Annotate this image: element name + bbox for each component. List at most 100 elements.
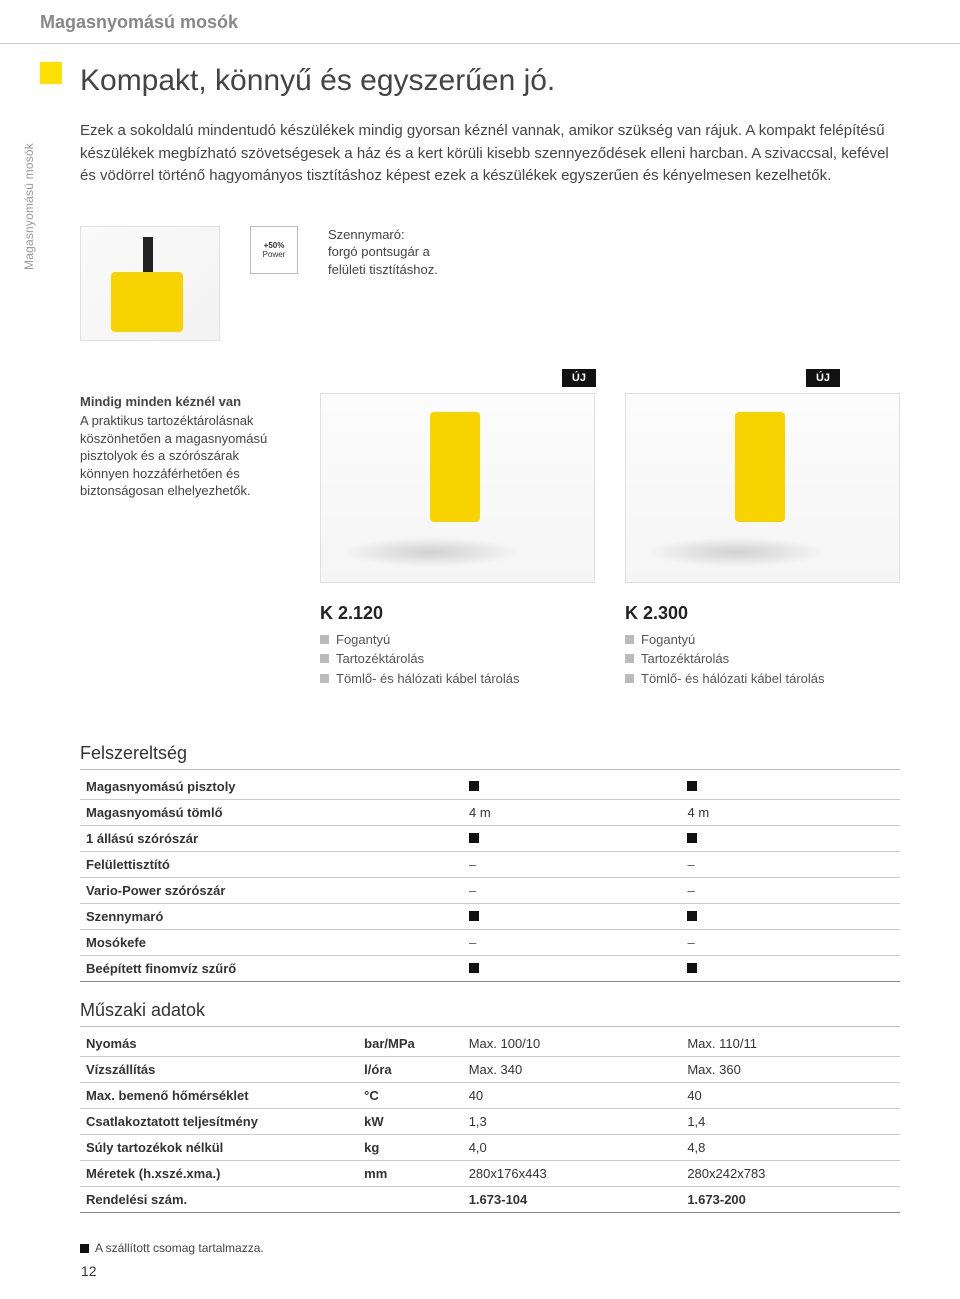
techdata-title: Műszaki adatok bbox=[80, 1000, 900, 1027]
spec-value-2: – bbox=[681, 852, 900, 878]
spec-value-1: 1,3 bbox=[463, 1109, 682, 1135]
table-row: Szennymaró bbox=[80, 904, 900, 930]
spec-unit bbox=[359, 800, 463, 826]
feature-bullets: Fogantyú Tartozéktárolás Tömlő- és hálóz… bbox=[625, 630, 900, 689]
spec-value-1: 280x176x443 bbox=[463, 1161, 682, 1187]
spec-value-2 bbox=[681, 904, 900, 930]
bullet: Fogantyú bbox=[625, 630, 900, 650]
dash: – bbox=[469, 857, 476, 872]
power-icon: +50% Power bbox=[250, 226, 298, 274]
brand-color-block bbox=[40, 62, 62, 84]
bullet: Fogantyú bbox=[320, 630, 595, 650]
techdata-section: Műszaki adatok Nyomás bar/MPa Max. 100/1… bbox=[80, 1000, 900, 1213]
table-row: Felülettisztító – – bbox=[80, 852, 900, 878]
feature-bullets: Fogantyú Tartozéktárolás Tömlő- és hálóz… bbox=[320, 630, 595, 689]
feature-row: +50% Power Szennymaró: forgó pontsugár a… bbox=[80, 226, 900, 341]
spec-label: Súly tartozékok nélkül bbox=[80, 1135, 358, 1161]
sidebar-category-label: Magasnyomású mosók bbox=[22, 143, 36, 270]
spec-unit: °C bbox=[358, 1083, 463, 1109]
product-thumb bbox=[80, 226, 220, 341]
table-row: 1 állású szórószár bbox=[80, 826, 900, 852]
new-badge: ÚJ bbox=[806, 369, 840, 387]
spec-value-1: 4 m bbox=[463, 800, 682, 826]
square-icon bbox=[469, 963, 479, 973]
table-row: Magasnyomású pisztoly bbox=[80, 774, 900, 800]
spec-label: Vario-Power szórószár bbox=[80, 878, 359, 904]
spec-value-2 bbox=[681, 956, 900, 982]
techdata-table: Nyomás bar/MPa Max. 100/10 Max. 110/11 V… bbox=[80, 1031, 900, 1213]
new-badge-row: ÚJ ÚJ bbox=[80, 369, 900, 387]
side-note-heading: Mindig minden kéznél van bbox=[80, 393, 290, 411]
spec-label: 1 állású szórószár bbox=[80, 826, 359, 852]
table-row: Nyomás bar/MPa Max. 100/10 Max. 110/11 bbox=[80, 1031, 900, 1057]
spec-unit: kW bbox=[358, 1109, 463, 1135]
product-row: Mindig minden kéznél van A praktikus tar… bbox=[80, 393, 900, 583]
spec-label: Szennymaró bbox=[80, 904, 359, 930]
table-row: Csatlakoztatott teljesítmény kW 1,3 1,4 bbox=[80, 1109, 900, 1135]
table-row: Vízszállítás l/óra Max. 340 Max. 360 bbox=[80, 1057, 900, 1083]
product-col-1: K 2.300 Fogantyú Tartozéktárolás Tömlő- … bbox=[625, 603, 900, 689]
bullet: Tartozéktárolás bbox=[320, 649, 595, 669]
dirt-blaster-caption: Szennymaró: forgó pontsugár a felületi t… bbox=[328, 226, 438, 279]
spec-value-2: 40 bbox=[681, 1083, 900, 1109]
page-title: Kompakt, könnyű és egyszerűen jó. bbox=[80, 64, 900, 98]
table-row: Mosókefe – – bbox=[80, 930, 900, 956]
spec-value-2: 4,8 bbox=[681, 1135, 900, 1161]
square-icon bbox=[469, 781, 479, 791]
spec-unit bbox=[359, 878, 463, 904]
spec-label: Magasnyomású tömlő bbox=[80, 800, 359, 826]
side-note-text: A praktikus tartozéktárolásnak köszönhet… bbox=[80, 413, 267, 498]
spec-value-1: 1.673-104 bbox=[463, 1187, 682, 1213]
side-note: Mindig minden kéznél van A praktikus tar… bbox=[80, 393, 290, 583]
spec-value-2: 1,4 bbox=[681, 1109, 900, 1135]
spec-unit bbox=[359, 904, 463, 930]
table-row: Magasnyomású tömlő 4 m 4 m bbox=[80, 800, 900, 826]
square-icon bbox=[687, 781, 697, 791]
bullet: Tömlő- és hálózati kábel tárolás bbox=[625, 669, 900, 689]
spec-label: Mosókefe bbox=[80, 930, 359, 956]
spec-unit bbox=[359, 930, 463, 956]
spec-value-2: Max. 360 bbox=[681, 1057, 900, 1083]
spec-unit: mm bbox=[358, 1161, 463, 1187]
intro-paragraph: Ezek a sokoldalú mindentudó készülékek m… bbox=[80, 120, 900, 188]
square-icon bbox=[687, 911, 697, 921]
spec-value-1: – bbox=[463, 852, 682, 878]
spec-value-2 bbox=[681, 774, 900, 800]
power-icon-top: +50% bbox=[264, 241, 285, 250]
equipment-title: Felszereltség bbox=[80, 743, 900, 770]
spec-value-1: Max. 100/10 bbox=[463, 1031, 682, 1057]
spec-value-1: 4,0 bbox=[463, 1135, 682, 1161]
spec-unit bbox=[359, 852, 463, 878]
page-number: 12 bbox=[80, 1259, 900, 1279]
equipment-table: Magasnyomású pisztoly Magasnyomású tömlő… bbox=[80, 774, 900, 982]
square-icon bbox=[469, 833, 479, 843]
table-row: Beépített finomvíz szűrő bbox=[80, 956, 900, 982]
model-name: K 2.120 bbox=[320, 603, 595, 624]
footer-note-text: A szállított csomag tartalmazza. bbox=[95, 1241, 264, 1255]
square-icon bbox=[469, 911, 479, 921]
spec-value-2 bbox=[681, 826, 900, 852]
dash: – bbox=[687, 883, 694, 898]
spec-label: Csatlakoztatott teljesítmény bbox=[80, 1109, 358, 1135]
product-columns: K 2.120 Fogantyú Tartozéktárolás Tömlő- … bbox=[320, 603, 900, 689]
square-icon bbox=[687, 833, 697, 843]
dash: – bbox=[687, 857, 694, 872]
equipment-section: Felszereltség Magasnyomású pisztoly Maga… bbox=[80, 743, 900, 982]
spec-value-1 bbox=[463, 956, 682, 982]
spec-label: Magasnyomású pisztoly bbox=[80, 774, 359, 800]
spec-unit: bar/MPa bbox=[358, 1031, 463, 1057]
dash: – bbox=[687, 935, 694, 950]
model-name: K 2.300 bbox=[625, 603, 900, 624]
square-icon bbox=[80, 1244, 89, 1253]
product-image-k2120 bbox=[320, 393, 595, 583]
spec-value-2: 4 m bbox=[681, 800, 900, 826]
square-icon bbox=[687, 963, 697, 973]
table-row: Rendelési szám. 1.673-104 1.673-200 bbox=[80, 1187, 900, 1213]
dash: – bbox=[469, 883, 476, 898]
table-row: Méretek (h.xszé.xma.) mm 280x176x443 280… bbox=[80, 1161, 900, 1187]
spec-label: Rendelési szám. bbox=[80, 1187, 358, 1213]
spec-unit bbox=[358, 1187, 463, 1213]
spec-value-1 bbox=[463, 774, 682, 800]
page-header: Magasnyomású mosók bbox=[0, 0, 960, 44]
new-badge: ÚJ bbox=[562, 369, 596, 387]
